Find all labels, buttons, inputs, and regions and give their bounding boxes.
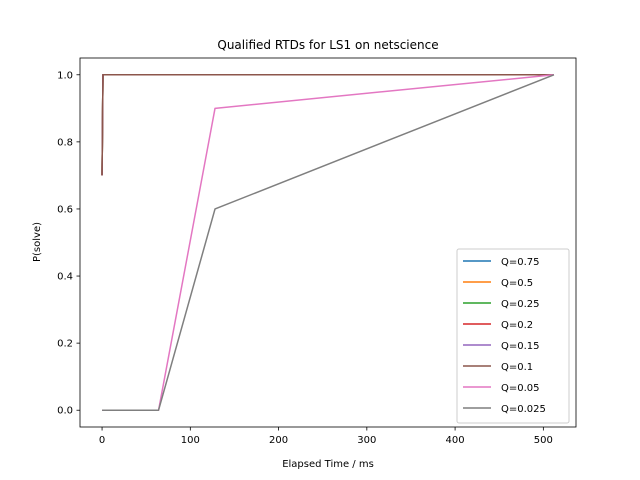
legend-label: Q=0.25: [501, 299, 540, 310]
x-tick-label: 400: [446, 435, 465, 446]
y-tick-label: 0.6: [57, 204, 73, 215]
axes-frame: [79, 57, 577, 428]
x-tick-label: 300: [357, 435, 376, 446]
y-tick-label: 1.0: [57, 70, 73, 81]
x-tick-label: 500: [534, 435, 553, 446]
series-line-5: [101, 74, 554, 176]
legend-box: [456, 248, 570, 424]
y-tick-label: 0.0: [57, 406, 73, 417]
chart-title: Qualified RTDs for LS1 on netscience: [217, 38, 438, 52]
x-tick-label: 200: [269, 435, 288, 446]
legend-label: Q=0.05: [501, 383, 540, 394]
legend-label: Q=0.025: [501, 404, 546, 415]
y-tick-label: 0.8: [57, 137, 73, 148]
legend-label: Q=0.1: [501, 362, 533, 373]
legend-label: Q=0.15: [501, 341, 540, 352]
y-tick-label: 0.4: [57, 272, 73, 283]
x-axis-title: Elapsed Time / ms: [282, 459, 374, 470]
x-tick-label: 100: [181, 435, 200, 446]
plot-area: 0 100 200 300 400 500 0.0 0.2 0.4 0.6 0.8 1.0 Q=0.75…: [57, 57, 577, 446]
y-axis-title: P(solve): [32, 222, 43, 262]
legend-label: Q=0.75: [501, 257, 540, 268]
series-line-7: [102, 74, 555, 411]
legend-label: Q=0.2: [501, 320, 533, 331]
y-tick-label: 0.2: [57, 339, 73, 350]
legend-label: Q=0.5: [501, 278, 533, 289]
x-tick-label: 0: [99, 435, 105, 446]
